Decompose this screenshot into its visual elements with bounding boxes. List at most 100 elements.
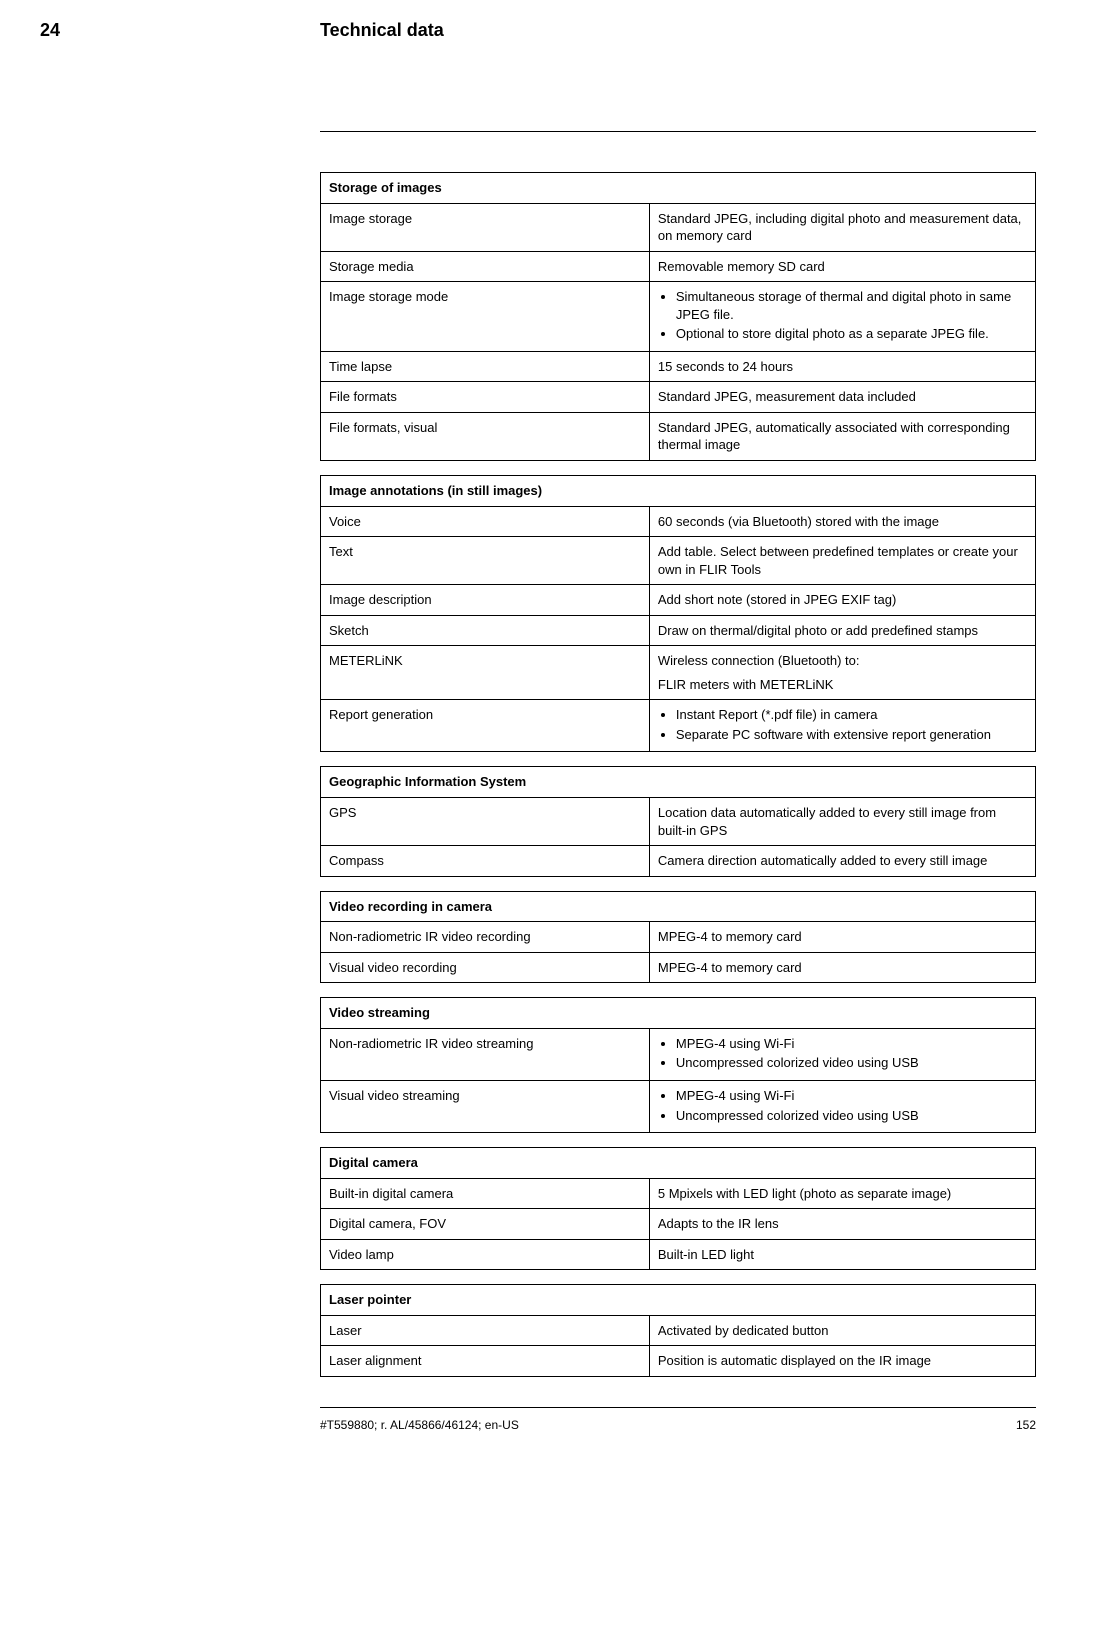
table-row: Time lapse15 seconds to 24 hours bbox=[321, 351, 1036, 382]
table-row: Image storageStandard JPEG, including di… bbox=[321, 203, 1036, 251]
list-item: Separate PC software with extensive repo… bbox=[676, 726, 1027, 744]
row-value: Add table. Select between predefined tem… bbox=[649, 537, 1035, 585]
row-value: Removable memory SD card bbox=[649, 251, 1035, 282]
spec-table: Geographic Information SystemGPSLocation… bbox=[320, 766, 1036, 876]
list-item: Instant Report (*.pdf file) in camera bbox=[676, 706, 1027, 724]
row-label: METERLiNK bbox=[321, 646, 650, 700]
row-value: Built-in LED light bbox=[649, 1239, 1035, 1270]
row-label: Voice bbox=[321, 506, 650, 537]
table-row: GPSLocation data automatically added to … bbox=[321, 798, 1036, 846]
spec-table: Image annotations (in still images)Voice… bbox=[320, 475, 1036, 752]
row-value: Standard JPEG, measurement data included bbox=[649, 382, 1035, 413]
table-row: Video lampBuilt-in LED light bbox=[321, 1239, 1036, 1270]
table-header: Video recording in camera bbox=[321, 891, 1036, 922]
list-item: Optional to store digital photo as a sep… bbox=[676, 325, 1027, 343]
content-area: Storage of imagesImage storageStandard J… bbox=[320, 131, 1036, 1408]
row-value: Wireless connection (Bluetooth) to: FLIR … bbox=[649, 646, 1035, 700]
row-label: Time lapse bbox=[321, 351, 650, 382]
page-number: 152 bbox=[1016, 1418, 1036, 1432]
row-value: Instant Report (*.pdf file) in camera Sep… bbox=[649, 700, 1035, 752]
chapter-number: 24 bbox=[40, 20, 320, 41]
row-value: 5 Mpixels with LED light (photo as separ… bbox=[649, 1178, 1035, 1209]
table-row: METERLiNKWireless connection (Bluetooth)… bbox=[321, 646, 1036, 700]
row-label: Sketch bbox=[321, 615, 650, 646]
row-value: Add short note (stored in JPEG EXIF tag) bbox=[649, 585, 1035, 616]
value-list: Simultaneous storage of thermal and digi… bbox=[676, 288, 1027, 343]
table-row: Non-radiometric IR video recordingMPEG-4… bbox=[321, 922, 1036, 953]
table-header: Storage of images bbox=[321, 173, 1036, 204]
list-item: Simultaneous storage of thermal and digi… bbox=[676, 288, 1027, 323]
row-label: Built-in digital camera bbox=[321, 1178, 650, 1209]
table-row: File formats, visualStandard JPEG, autom… bbox=[321, 412, 1036, 460]
row-label: Image storage mode bbox=[321, 282, 650, 352]
table-row: SketchDraw on thermal/digital photo or a… bbox=[321, 615, 1036, 646]
row-value: Standard JPEG, automatically associated … bbox=[649, 412, 1035, 460]
top-rule bbox=[320, 131, 1036, 132]
row-value: Activated by dedicated button bbox=[649, 1315, 1035, 1346]
list-item: MPEG-4 using Wi-Fi bbox=[676, 1087, 1027, 1105]
table-row: LaserActivated by dedicated button bbox=[321, 1315, 1036, 1346]
table-row: Laser alignmentPosition is automatic dis… bbox=[321, 1346, 1036, 1377]
row-value: 15 seconds to 24 hours bbox=[649, 351, 1035, 382]
value-list: Instant Report (*.pdf file) in camera Sep… bbox=[676, 706, 1027, 743]
value-list: MPEG-4 using Wi-FiUncompressed colorized… bbox=[676, 1035, 1027, 1072]
page-header: 24 Technical data bbox=[40, 20, 1056, 41]
row-label: Non-radiometric IR video streaming bbox=[321, 1028, 650, 1080]
table-row: Non-radiometric IR video streaming MPEG-4… bbox=[321, 1028, 1036, 1080]
row-label: GPS bbox=[321, 798, 650, 846]
row-label: Compass bbox=[321, 846, 650, 877]
spec-table: Storage of imagesImage storageStandard J… bbox=[320, 172, 1036, 461]
row-label: Laser alignment bbox=[321, 1346, 650, 1377]
row-value: Adapts to the IR lens bbox=[649, 1209, 1035, 1240]
spec-table: Digital cameraBuilt-in digital camera5 M… bbox=[320, 1147, 1036, 1270]
row-label: Image description bbox=[321, 585, 650, 616]
table-row: Built-in digital camera5 Mpixels with LE… bbox=[321, 1178, 1036, 1209]
row-value: Simultaneous storage of thermal and digi… bbox=[649, 282, 1035, 352]
row-value: Location data automatically added to eve… bbox=[649, 798, 1035, 846]
table-row: Image descriptionAdd short note (stored … bbox=[321, 585, 1036, 616]
bottom-rule bbox=[320, 1407, 1036, 1408]
table-row: File formatsStandard JPEG, measurement d… bbox=[321, 382, 1036, 413]
doc-ref: #T559880; r. AL/45866/46124; en-US bbox=[320, 1418, 519, 1432]
table-header: Digital camera bbox=[321, 1148, 1036, 1179]
row-label: Storage media bbox=[321, 251, 650, 282]
row-label: Image storage bbox=[321, 203, 650, 251]
row-label: Visual video recording bbox=[321, 952, 650, 983]
spec-table: Laser pointerLaserActivated by dedicated… bbox=[320, 1284, 1036, 1377]
page-footer: #T559880; r. AL/45866/46124; en-US 152 bbox=[320, 1418, 1036, 1432]
row-label: Report generation bbox=[321, 700, 650, 752]
row-label: Digital camera, FOV bbox=[321, 1209, 650, 1240]
row-value: Position is automatic displayed on the I… bbox=[649, 1346, 1035, 1377]
chapter-title: Technical data bbox=[320, 20, 444, 41]
value-line: FLIR meters with METERLiNK bbox=[658, 676, 1027, 694]
table-row: Visual video recordingMPEG-4 to memory c… bbox=[321, 952, 1036, 983]
table-row: Voice60 seconds (via Bluetooth) stored w… bbox=[321, 506, 1036, 537]
list-item: Uncompressed colorized video using USB bbox=[676, 1107, 1027, 1125]
row-label: Non-radiometric IR video recording bbox=[321, 922, 650, 953]
row-value: 60 seconds (via Bluetooth) stored with t… bbox=[649, 506, 1035, 537]
table-row: TextAdd table. Select between predefined… bbox=[321, 537, 1036, 585]
table-row: Digital camera, FOVAdapts to the IR lens bbox=[321, 1209, 1036, 1240]
table-header: Video streaming bbox=[321, 998, 1036, 1029]
row-value: Draw on thermal/digital photo or add pre… bbox=[649, 615, 1035, 646]
spec-table: Video streamingNon-radiometric IR video … bbox=[320, 997, 1036, 1133]
row-label: File formats, visual bbox=[321, 412, 650, 460]
table-row: Image storage mode Simultaneous storage o… bbox=[321, 282, 1036, 352]
row-label: Laser bbox=[321, 1315, 650, 1346]
value-line: Wireless connection (Bluetooth) to: bbox=[658, 652, 1027, 670]
row-label: Visual video streaming bbox=[321, 1080, 650, 1132]
row-value: Camera direction automatically added to … bbox=[649, 846, 1035, 877]
row-value: MPEG-4 to memory card bbox=[649, 922, 1035, 953]
table-row: Report generation Instant Report (*.pdf f… bbox=[321, 700, 1036, 752]
row-value: MPEG-4 using Wi-Fi Uncompressed colorized… bbox=[649, 1080, 1035, 1132]
row-value: MPEG-4 using Wi-FiUncompressed colorized… bbox=[649, 1028, 1035, 1080]
table-header: Laser pointer bbox=[321, 1285, 1036, 1316]
table-header: Image annotations (in still images) bbox=[321, 476, 1036, 507]
row-label: Text bbox=[321, 537, 650, 585]
table-row: Visual video streaming MPEG-4 using Wi-Fi… bbox=[321, 1080, 1036, 1132]
row-label: File formats bbox=[321, 382, 650, 413]
value-list: MPEG-4 using Wi-Fi Uncompressed colorized… bbox=[676, 1087, 1027, 1124]
tables-container: Storage of imagesImage storageStandard J… bbox=[320, 172, 1036, 1377]
row-label: Video lamp bbox=[321, 1239, 650, 1270]
row-value: MPEG-4 to memory card bbox=[649, 952, 1035, 983]
